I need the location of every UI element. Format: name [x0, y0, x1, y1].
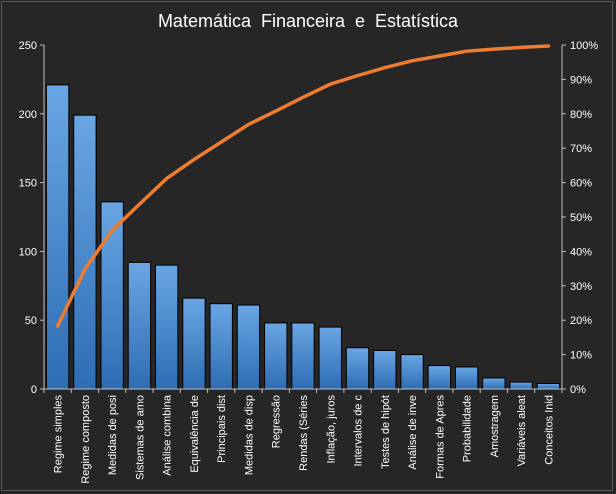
y-tick-label: 100 — [19, 246, 37, 258]
y-tick-label: 200 — [19, 109, 37, 121]
cumulative-line-layer — [55, 44, 551, 328]
y2-tick-label: 100% — [570, 40, 598, 52]
x-tick-label: Regressão — [271, 395, 283, 448]
y2-tick-label: 50% — [570, 212, 592, 224]
axes-layer — [40, 44, 566, 393]
bar-8 — [264, 322, 288, 390]
x-tick-label: Intervalos de c — [353, 395, 365, 467]
x-tick-label: Medidas de posi — [107, 395, 119, 475]
bar-3 — [127, 261, 152, 390]
y2-tick-label: 60% — [570, 178, 592, 190]
bar-16 — [482, 377, 506, 390]
chart-title: Matemática Financeira e Estatística — [158, 11, 459, 31]
x-tick-label: Análise de inve — [407, 395, 419, 470]
y-tick-label: 0 — [31, 384, 37, 396]
labels-layer: 0 50 100 150 200 250 0% 10% 20% 30% 40% 50% 60% 70% 80… — [19, 40, 599, 484]
bar-14 — [427, 365, 452, 390]
bar-15 — [454, 366, 479, 390]
x-tick-label: Regime composto — [80, 395, 92, 484]
x-tick-label: Inflação, juros — [325, 395, 337, 464]
bar-11 — [345, 347, 370, 390]
bar-6 — [209, 303, 233, 390]
y2-tick-label: 40% — [570, 246, 592, 258]
y2-tick-label: 80% — [570, 109, 592, 121]
y-tick-label: 50 — [25, 315, 37, 327]
cumulative-percent-line — [55, 44, 551, 328]
x-tick-label: Probabilidade — [462, 395, 474, 462]
x-tick-label: Rendas (Séries — [298, 395, 310, 471]
y2-tick-label: 0% — [570, 384, 586, 396]
bar-10 — [318, 326, 342, 390]
bar-13 — [400, 354, 424, 390]
x-tick-label: Amostragem — [489, 395, 501, 457]
y-tick-label: 250 — [19, 40, 37, 52]
y2-tick-label: 90% — [570, 74, 592, 86]
y2-tick-label: 30% — [570, 281, 592, 293]
y-tick-label: 150 — [19, 178, 37, 190]
x-tick-label: Conceitos Inid — [543, 395, 555, 465]
x-tick-label: Regime simples — [53, 395, 65, 474]
bars-layer — [45, 84, 561, 390]
x-tick-label: Análise combina — [162, 394, 174, 476]
x-tick-label: Principais dist — [216, 395, 228, 463]
bar-7 — [236, 304, 261, 390]
x-tick-label: Equivalência de — [189, 395, 201, 473]
bar-0 — [45, 84, 70, 390]
bar-12 — [373, 349, 397, 390]
x-tick-label: Medidas de disp — [243, 395, 255, 475]
x-tick-label: Formas de Apres — [434, 395, 446, 479]
x-tick-label: Variáveis aleat — [516, 395, 528, 466]
bar-17 — [509, 381, 533, 390]
bar-4 — [155, 264, 179, 390]
x-tick-label: Sistemas de amo — [134, 395, 146, 480]
y2-tick-label: 20% — [570, 315, 592, 327]
bar-18 — [536, 383, 561, 390]
bar-9 — [291, 322, 315, 390]
x-tick-label: Testes de hipót — [380, 395, 392, 469]
y2-tick-label: 10% — [570, 350, 592, 362]
bar-5 — [182, 297, 206, 390]
y2-tick-label: 70% — [570, 143, 592, 155]
bar-1 — [73, 114, 97, 390]
